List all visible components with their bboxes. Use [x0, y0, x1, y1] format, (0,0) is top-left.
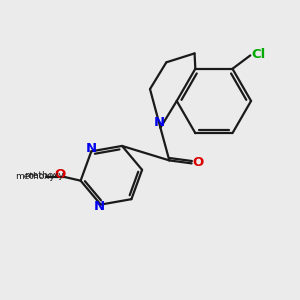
Text: N: N	[86, 142, 97, 155]
Text: N: N	[154, 116, 165, 129]
Text: methoxy: methoxy	[16, 172, 55, 181]
Text: methoxy: methoxy	[24, 171, 64, 180]
Text: O: O	[193, 156, 204, 169]
Text: N: N	[94, 200, 105, 213]
Text: O: O	[54, 168, 65, 181]
Text: Cl: Cl	[251, 48, 266, 61]
